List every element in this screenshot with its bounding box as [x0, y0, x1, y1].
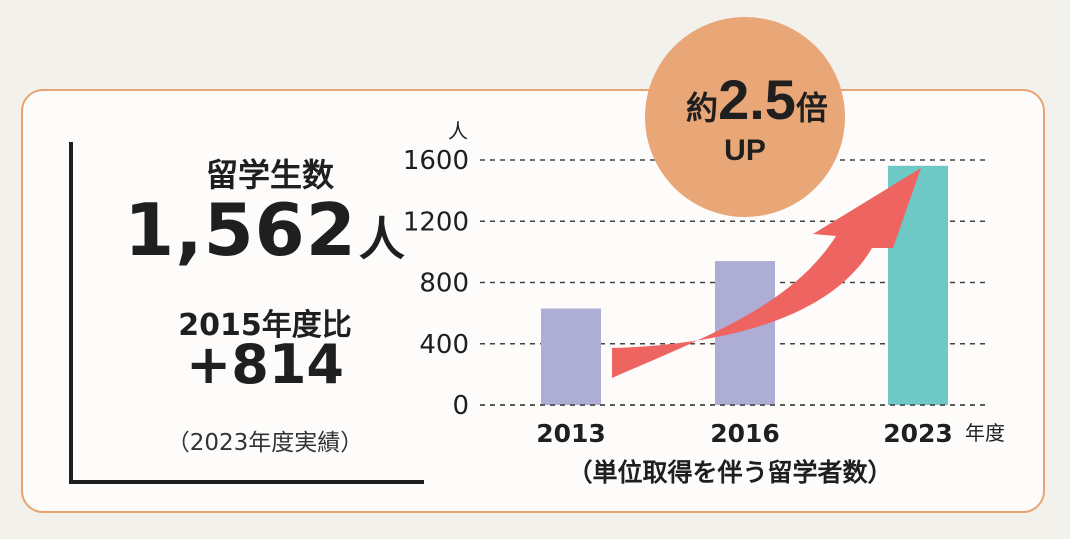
y-tick-label: 800: [419, 269, 469, 299]
x-tick-label: 2016: [710, 419, 780, 448]
bars: [480, 165, 985, 406]
x-tick-label: 2023: [883, 419, 953, 448]
x-tick-label: 2013: [536, 419, 606, 448]
badge-line1: 約2.5倍: [686, 68, 828, 131]
growth-arrow: [612, 168, 921, 378]
badge-prefix: 約: [686, 90, 718, 126]
y-tick-label: 1600: [403, 146, 469, 176]
x-tick-labels: 2013 2016 2023: [536, 419, 953, 448]
stat-count-unit: 人: [358, 212, 406, 266]
stat-count-value: 1,562: [124, 188, 357, 272]
x-axis-unit: 年度: [965, 421, 1005, 445]
badge: 約2.5倍 UP: [645, 17, 845, 217]
y-tick-label: 0: [452, 391, 469, 421]
y-tick-label: 400: [419, 330, 469, 360]
badge-circle: [645, 17, 845, 217]
stat-note: （2023年度実績）: [166, 430, 364, 456]
badge-line2: UP: [724, 134, 766, 167]
stat-title: 留学生数: [205, 156, 334, 194]
stat-increase: +814: [186, 333, 344, 396]
stat-frame: [69, 142, 424, 484]
stat-count: 1,562人: [100, 188, 430, 272]
y-tick-label: 1200: [403, 207, 469, 237]
stat-compare-label: 2015年度比: [178, 308, 352, 343]
badge-suffix: 倍: [796, 90, 828, 126]
chart-caption: （単位取得を伴う留学者数）: [567, 458, 892, 487]
bar-2013: [541, 308, 601, 405]
badge-value: 2.5: [718, 68, 796, 131]
y-tick-labels: 0 400 800 1200 1600: [403, 146, 469, 421]
y-axis-unit: 人: [448, 119, 468, 143]
